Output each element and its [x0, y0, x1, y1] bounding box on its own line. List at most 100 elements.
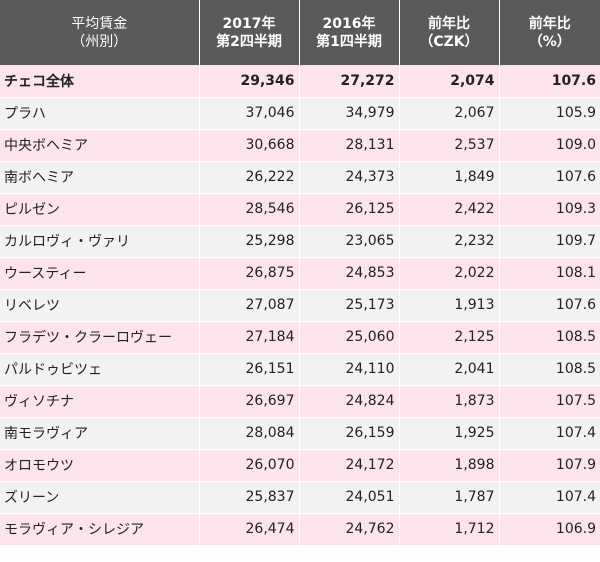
- table-row: プラハ 37,046 34,979 2,067 105.9: [0, 97, 600, 130]
- yoy-czk-cell: 2,422: [399, 193, 500, 226]
- yoy-pct-cell: 107.6: [499, 65, 600, 98]
- yoy-pct-cell: 106.9: [499, 513, 600, 546]
- region-name-cell: 南ボヘミア: [0, 161, 200, 194]
- wage-2017-q2-cell: 26,697: [199, 385, 300, 418]
- wage-2016-q1-cell: 26,125: [299, 193, 400, 226]
- yoy-pct-cell: 108.5: [499, 321, 600, 354]
- yoy-czk-cell: 1,712: [399, 513, 500, 546]
- wage-2016-q1-cell: 24,853: [299, 257, 400, 290]
- yoy-pct-cell: 105.9: [499, 97, 600, 130]
- header-2017-line1: 2017年: [222, 15, 276, 32]
- region-name-cell: カルロヴィ・ヴァリ: [0, 225, 200, 258]
- yoy-pct-cell: 109.7: [499, 225, 600, 258]
- wage-2016-q1-cell: 27,272: [299, 65, 400, 98]
- wage-2017-q2-cell: 26,222: [199, 161, 300, 194]
- wage-2016-q1-cell: 24,373: [299, 161, 400, 194]
- header-region: 平均賃金 （州別）: [0, 0, 200, 65]
- yoy-czk-cell: 1,873: [399, 385, 500, 418]
- yoy-pct-cell: 107.4: [499, 417, 600, 450]
- wage-2017-q2-cell: 26,151: [199, 353, 300, 386]
- header-yoy-pct-line1: 前年比: [528, 15, 571, 32]
- table-row: 南モラヴィア 28,084 26,159 1,925 107.4: [0, 417, 600, 450]
- wage-2017-q2-cell: 27,087: [199, 289, 300, 322]
- header-yoy-czk: 前年比 （CZK）: [399, 0, 500, 65]
- wage-2016-q1-cell: 23,065: [299, 225, 400, 258]
- region-name-cell: ピルゼン: [0, 193, 200, 226]
- yoy-czk-cell: 2,074: [399, 65, 500, 98]
- yoy-czk-cell: 2,232: [399, 225, 500, 258]
- table-body: チェコ全体 29,346 27,272 2,074 107.6 プラハ 37,046 34,9…: [0, 65, 600, 546]
- wage-2017-q2-cell: 28,546: [199, 193, 300, 226]
- wage-2016-q1-cell: 26,159: [299, 417, 400, 450]
- wage-2017-q2-cell: 25,837: [199, 481, 300, 514]
- yoy-pct-cell: 108.1: [499, 257, 600, 290]
- wage-2016-q1-cell: 28,131: [299, 129, 400, 162]
- yoy-czk-cell: 2,022: [399, 257, 500, 290]
- yoy-pct-cell: 109.0: [499, 129, 600, 162]
- wage-2016-q1-cell: 24,762: [299, 513, 400, 546]
- header-region-line2: （州別）: [71, 33, 128, 50]
- region-name-cell: ウースティー: [0, 257, 200, 290]
- yoy-czk-cell: 1,849: [399, 161, 500, 194]
- table-row: リベレツ 27,087 25,173 1,913 107.6: [0, 289, 600, 322]
- yoy-pct-cell: 107.9: [499, 449, 600, 482]
- region-name-cell: フラデツ・クラーロヴェー: [0, 321, 200, 354]
- table-row-total: チェコ全体 29,346 27,272 2,074 107.6: [0, 65, 600, 98]
- header-yoy-czk-line1: 前年比: [428, 15, 470, 32]
- wage-2017-q2-cell: 37,046: [199, 97, 300, 130]
- wage-2017-q2-cell: 26,875: [199, 257, 300, 290]
- region-name-cell: モラヴィア・シレジア: [0, 513, 200, 546]
- table-row: ピルゼン 28,546 26,125 2,422 109.3: [0, 193, 600, 226]
- region-name-cell: リベレツ: [0, 289, 200, 322]
- yoy-pct-cell: 107.6: [499, 161, 600, 194]
- wage-2016-q1-cell: 34,979: [299, 97, 400, 130]
- yoy-czk-cell: 1,925: [399, 417, 500, 450]
- table-row: 中央ボヘミア 30,668 28,131 2,537 109.0: [0, 129, 600, 162]
- table-header: 平均賃金 （州別） 2017年 第2四半期 2016年 第1四半期 前年比 （C…: [0, 0, 600, 65]
- wage-2017-q2-cell: 28,084: [199, 417, 300, 450]
- yoy-pct-cell: 107.6: [499, 289, 600, 322]
- wage-table: 平均賃金 （州別） 2017年 第2四半期 2016年 第1四半期 前年比 （C…: [0, 0, 600, 546]
- table-row: フラデツ・クラーロヴェー 27,184 25,060 2,125 108.5: [0, 321, 600, 354]
- header-2016-line1: 2016年: [322, 15, 376, 32]
- region-name-cell: 南モラヴィア: [0, 417, 200, 450]
- region-name-cell: チェコ全体: [0, 65, 200, 98]
- wage-2016-q1-cell: 24,110: [299, 353, 400, 386]
- wage-2017-q2-cell: 26,474: [199, 513, 300, 546]
- yoy-czk-cell: 2,067: [399, 97, 500, 130]
- wage-2017-q2-cell: 26,070: [199, 449, 300, 482]
- region-name-cell: 中央ボヘミア: [0, 129, 200, 162]
- yoy-czk-cell: 2,041: [399, 353, 500, 386]
- table-row: ウースティー 26,875 24,853 2,022 108.1: [0, 257, 600, 290]
- table-row: 南ボヘミア 26,222 24,373 1,849 107.6: [0, 161, 600, 194]
- header-row: 平均賃金 （州別） 2017年 第2四半期 2016年 第1四半期 前年比 （C…: [0, 0, 600, 65]
- header-2016-line2: 第1四半期: [316, 33, 382, 50]
- wage-2016-q1-cell: 24,824: [299, 385, 400, 418]
- wage-2017-q2-cell: 25,298: [199, 225, 300, 258]
- wage-2016-q1-cell: 25,060: [299, 321, 400, 354]
- yoy-pct-cell: 109.3: [499, 193, 600, 226]
- region-name-cell: オロモウツ: [0, 449, 200, 482]
- wage-2017-q2-cell: 27,184: [199, 321, 300, 354]
- region-name-cell: ズリーン: [0, 481, 200, 514]
- header-2017-line2: 第2四半期: [216, 33, 282, 50]
- header-2016-q1: 2016年 第1四半期: [299, 0, 400, 65]
- yoy-czk-cell: 1,898: [399, 449, 500, 482]
- table-row: オロモウツ 26,070 24,172 1,898 107.9: [0, 449, 600, 482]
- yoy-pct-cell: 107.5: [499, 385, 600, 418]
- table-row: カルロヴィ・ヴァリ 25,298 23,065 2,232 109.7: [0, 225, 600, 258]
- yoy-czk-cell: 2,125: [399, 321, 500, 354]
- header-yoy-pct: 前年比 （%）: [499, 0, 600, 65]
- table-row: パルドゥビツェ 26,151 24,110 2,041 108.5: [0, 353, 600, 386]
- yoy-czk-cell: 1,913: [399, 289, 500, 322]
- region-name-cell: プラハ: [0, 97, 200, 130]
- table-row: ズリーン 25,837 24,051 1,787 107.4: [0, 481, 600, 514]
- wage-2016-q1-cell: 24,172: [299, 449, 400, 482]
- table-row: ヴィソチナ 26,697 24,824 1,873 107.5: [0, 385, 600, 418]
- region-name-cell: パルドゥビツェ: [0, 353, 200, 386]
- yoy-pct-cell: 108.5: [499, 353, 600, 386]
- header-yoy-pct-line2: （%）: [528, 33, 571, 50]
- wage-2017-q2-cell: 29,346: [199, 65, 300, 98]
- table-row: モラヴィア・シレジア 26,474 24,762 1,712 106.9: [0, 513, 600, 546]
- header-yoy-czk-line2: （CZK）: [419, 33, 479, 50]
